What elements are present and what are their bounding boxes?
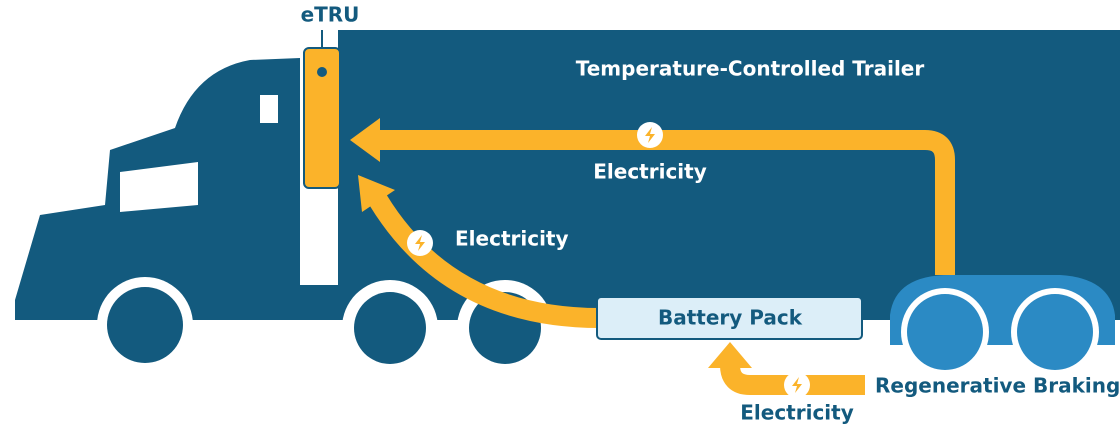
trailer-body (338, 30, 1120, 320)
trailer-wheel (907, 294, 983, 370)
battery-pack (596, 296, 863, 340)
flow-label: Electricity (740, 401, 854, 425)
cab-light (260, 95, 278, 123)
flow-arrow (369, 194, 601, 328)
trailer-label: Temperature-Controlled Trailer (576, 57, 925, 81)
source-label: Regenerative Braking (875, 374, 1120, 398)
flow-arrow (372, 130, 955, 275)
battery-label: Battery Pack (658, 306, 803, 330)
etru-unit (303, 47, 341, 189)
flow-label: Electricity (455, 227, 569, 251)
trailer-wheel (1017, 294, 1093, 370)
truck-cab (15, 58, 600, 320)
flow-label: Electricity (593, 160, 707, 184)
cab-window (120, 162, 198, 212)
etru-label: eTRU (301, 3, 360, 27)
truck-wheel (354, 292, 426, 364)
truck-wheel (107, 287, 183, 363)
